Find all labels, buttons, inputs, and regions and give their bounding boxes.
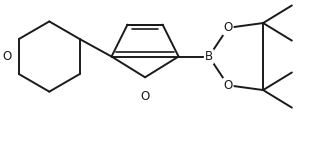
Text: O: O xyxy=(223,79,232,92)
Text: B: B xyxy=(205,50,213,63)
Text: O: O xyxy=(140,90,150,103)
Text: O: O xyxy=(3,50,12,63)
Text: O: O xyxy=(223,21,232,34)
